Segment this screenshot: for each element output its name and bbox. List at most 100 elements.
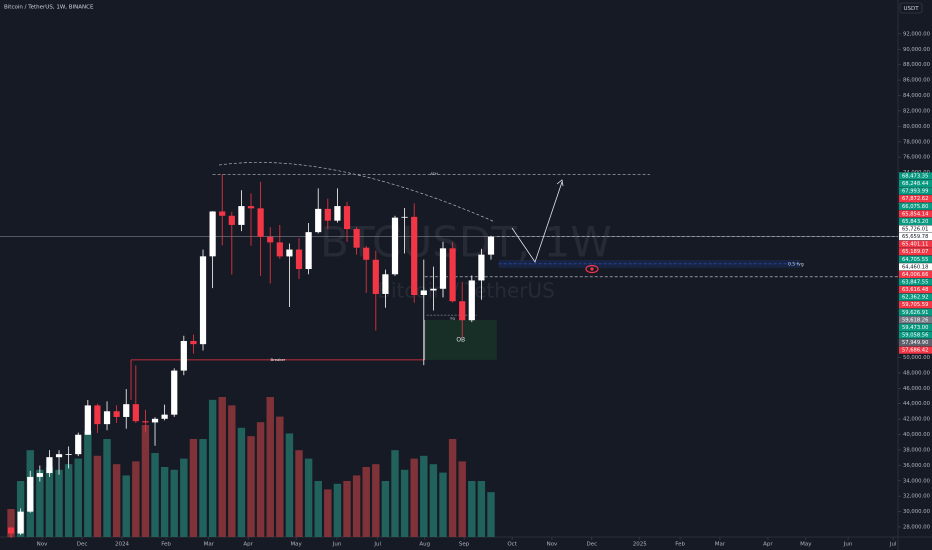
y-tick-label: 50,000.00 (903, 355, 931, 361)
volume-bar (362, 467, 370, 537)
candle-body (46, 457, 53, 474)
candle-body (295, 249, 303, 270)
x-tick-label: Oct (507, 542, 517, 548)
candle-body (391, 217, 399, 275)
volume-bar (448, 439, 457, 537)
y-tick-label: 34,000.00 (903, 478, 931, 484)
volume-bar (122, 475, 130, 537)
volume-bar (477, 481, 486, 537)
candle-body (209, 211, 216, 257)
price-tag (899, 255, 932, 263)
candle-body (228, 215, 235, 225)
eye-icon[interactable] (585, 264, 599, 274)
volume-bar (468, 481, 476, 537)
price-tag-label: 67,872.62 (902, 196, 928, 202)
candle-body (411, 216, 418, 296)
arc-sketch (218, 162, 496, 223)
volume-bar (333, 483, 342, 537)
candle-body (401, 216, 408, 218)
eye-outline[interactable] (585, 264, 599, 274)
price-tag-label: 59,618.26 (902, 317, 928, 323)
ob-label: OB (456, 336, 465, 343)
y-tick-label: 36,000.00 (903, 463, 931, 469)
volume-bar (352, 475, 361, 537)
x-tick-label: Feb (161, 542, 171, 548)
price-tag (899, 331, 932, 339)
volume-bar (84, 430, 92, 537)
price-tag (899, 172, 932, 180)
price-tag-label: 59,473.00 (902, 325, 928, 331)
x-tick-label: Dec (77, 542, 88, 548)
y-tick-label: 32,000.00 (903, 494, 931, 500)
price-tag-label: 59,626.91 (902, 310, 928, 316)
currency-box[interactable] (899, 2, 923, 14)
ob-zone (424, 319, 497, 360)
symbol-title[interactable]: Bitcoin / TetherUS, 1W, BINANCE (4, 5, 94, 11)
price-tag (899, 293, 932, 301)
y-tick-label: 82,000.00 (903, 108, 931, 114)
y-tick-label: 28,000.00 (903, 524, 931, 530)
price-tag (899, 278, 932, 286)
y-tick-label: 80,000.00 (903, 124, 931, 130)
candle-body (343, 206, 351, 230)
x-tick-label: Mar (715, 542, 726, 548)
price-tag (899, 308, 932, 316)
volume-bar (247, 436, 255, 537)
candle-body (190, 340, 197, 345)
price-tag (899, 210, 932, 218)
x-tick-label: May (800, 542, 812, 548)
candle-body (430, 288, 437, 291)
price-tag (899, 263, 932, 271)
candle-body (171, 370, 178, 415)
x-tick-label: Apr (243, 542, 253, 548)
price-tag-label: 68,473.35 (902, 174, 928, 180)
candle-body (459, 301, 466, 321)
y-tick-label: 48,000.00 (903, 370, 931, 376)
volume-bar (132, 461, 140, 537)
price-tag-label: 65,659.78 (902, 234, 928, 240)
volume-bar (391, 450, 399, 537)
candle-body (324, 208, 331, 221)
price-tag-label: 68,248.44 (902, 181, 929, 187)
price-tag (899, 270, 932, 279)
volume-bar (304, 458, 313, 537)
volume-bar (439, 472, 447, 537)
volume-bar (324, 489, 332, 537)
y-tick-label: 76,000.00 (903, 155, 931, 161)
price-tag (899, 225, 932, 233)
breaker-label: Breaker (271, 357, 286, 362)
price-tag (899, 316, 932, 324)
volume-bar (429, 464, 438, 537)
fvg-label: 0.5 fvg (788, 261, 804, 267)
candle-body (55, 454, 63, 458)
candle-body (247, 206, 255, 209)
volume-bar (93, 455, 102, 537)
candle-body (449, 248, 456, 302)
volume-bar (343, 481, 351, 537)
volume-bar (208, 399, 217, 537)
price-tag-label: 57,949.90 (902, 340, 928, 346)
price-tag-label: 59,058.56 (902, 332, 928, 338)
ath-label: ATH (430, 171, 438, 176)
volume-bar (141, 425, 150, 537)
candle-body (219, 211, 226, 216)
x-tick-label: Nov (547, 542, 558, 548)
price-tag-label: 66,075.80 (902, 204, 928, 210)
volume-bar (36, 469, 44, 537)
currency[interactable]: USDT (903, 6, 919, 12)
volume-bar (458, 461, 466, 537)
volume-bar (199, 439, 207, 537)
x-tick-label: Sep (459, 542, 470, 548)
volume-bar (285, 433, 294, 537)
volume-bar (64, 464, 73, 537)
volume-bar (410, 458, 418, 537)
volume-bar (266, 397, 274, 537)
y-tick-label: 78,000.00 (903, 139, 931, 145)
x-tick-label: Jun (332, 542, 342, 548)
price-tag (899, 217, 932, 226)
volume-bar (7, 509, 15, 537)
eye-pupil[interactable] (590, 267, 594, 271)
price-tag (899, 240, 932, 248)
price-tag-label: 62,362.92 (902, 295, 928, 301)
price-tag-label: 65,401.11 (902, 242, 928, 248)
